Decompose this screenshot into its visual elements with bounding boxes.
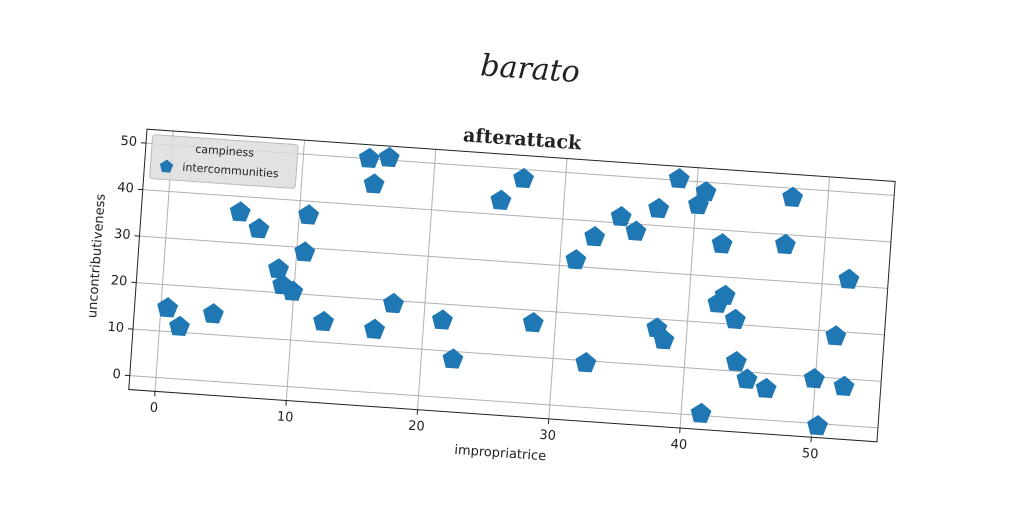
point	[432, 309, 453, 330]
point	[298, 204, 320, 225]
suptitle: barato	[479, 48, 581, 90]
point	[383, 292, 405, 314]
grid-line	[142, 189, 891, 243]
point	[695, 181, 717, 202]
y-tick-label: 20	[110, 273, 128, 289]
y-tick-label: 40	[117, 180, 135, 196]
plot-frame	[128, 128, 896, 443]
y-tick-label: 30	[113, 227, 131, 243]
point	[625, 220, 647, 241]
chart-title: afterattack	[462, 124, 582, 154]
grid-line	[417, 149, 437, 410]
point	[522, 311, 544, 333]
y-tick-label: 50	[120, 134, 138, 150]
point	[711, 233, 733, 254]
point	[565, 249, 587, 270]
x-tick-label: 20	[408, 419, 426, 435]
point	[490, 189, 512, 210]
x-tick-label: 50	[801, 446, 819, 462]
point	[157, 297, 179, 318]
point	[248, 218, 270, 239]
x-tick-label: 0	[149, 401, 158, 417]
grid-line	[136, 282, 885, 336]
chart-frame: barato afterattack impropriatrice uncont…	[85, 48, 896, 464]
point	[653, 329, 675, 350]
point	[364, 318, 386, 339]
point	[690, 402, 712, 424]
legend-title: campiness	[195, 143, 255, 160]
point	[282, 280, 304, 301]
point	[610, 205, 632, 227]
point	[755, 377, 777, 399]
point	[313, 310, 335, 332]
point	[378, 146, 400, 168]
y-axis-label: uncontributiveness	[85, 193, 109, 319]
x-tick-label: 30	[539, 428, 557, 444]
legend-marker	[159, 159, 174, 173]
point	[203, 303, 224, 324]
point	[724, 308, 746, 330]
x-axis-label: impropriatrice	[454, 443, 547, 464]
point	[833, 375, 855, 397]
grid-line	[810, 176, 831, 438]
point	[807, 414, 829, 436]
point	[169, 315, 190, 337]
point	[584, 226, 606, 247]
point	[648, 197, 670, 219]
point	[782, 186, 804, 207]
point	[268, 258, 290, 279]
point	[825, 325, 847, 346]
grid-line	[285, 140, 305, 401]
y-tick-label: 0	[112, 367, 121, 383]
grid-line	[548, 158, 568, 419]
legend-box	[149, 134, 299, 189]
point	[358, 147, 380, 169]
x-tick-label: 10	[276, 409, 294, 425]
point	[668, 168, 690, 189]
grid-line	[139, 235, 888, 289]
grid-line	[132, 328, 882, 382]
point	[294, 241, 316, 262]
point	[803, 368, 825, 389]
grid-line	[129, 375, 878, 429]
point	[838, 268, 860, 289]
point	[442, 348, 464, 369]
point	[513, 167, 535, 189]
point	[229, 201, 251, 222]
point	[736, 368, 758, 389]
y-tick-label: 10	[107, 320, 125, 336]
x-tick-label: 40	[670, 437, 688, 453]
point	[714, 284, 736, 306]
point	[363, 173, 385, 194]
point	[725, 350, 747, 372]
point	[775, 233, 796, 255]
point	[575, 352, 597, 373]
